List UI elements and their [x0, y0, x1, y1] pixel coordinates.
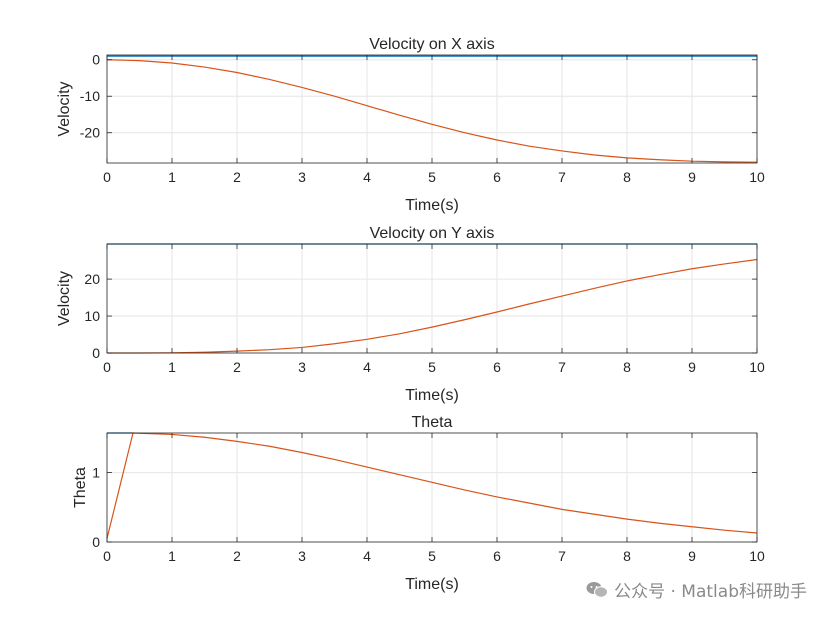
- y-tick-label: 0: [92, 52, 100, 68]
- x-tick-label: 0: [103, 548, 111, 564]
- series-line-2: [106, 59, 758, 163]
- y-tick-label: 0: [92, 345, 100, 361]
- x-tick-label: 4: [363, 169, 371, 185]
- x-tick-label: 4: [363, 359, 371, 375]
- x-tick-label: 3: [298, 548, 306, 564]
- x-tick-label: 2: [233, 548, 241, 564]
- x-tick-label: 0: [103, 169, 111, 185]
- chart-title: Velocity on Y axis: [370, 225, 495, 242]
- x-axis-label: Time(s): [405, 387, 459, 404]
- x-tick-label: 8: [623, 169, 631, 185]
- x-tick-label: 8: [623, 548, 631, 564]
- chart-title: Velocity on X axis: [369, 36, 494, 53]
- x-tick-label: 1: [168, 359, 176, 375]
- watermark-text: 公众号 · Matlab科研助手: [614, 582, 807, 602]
- y-tick-label: -20: [80, 125, 100, 141]
- x-tick-label: 7: [558, 169, 566, 185]
- x-tick-label: 9: [688, 548, 696, 564]
- series-line-2: [106, 432, 758, 539]
- x-tick-label: 0: [103, 359, 111, 375]
- x-tick-label: 5: [428, 359, 436, 375]
- x-tick-label: 7: [558, 548, 566, 564]
- x-tick-label: 1: [168, 169, 176, 185]
- x-tick-label: 9: [688, 359, 696, 375]
- x-tick-label: 10: [749, 359, 765, 375]
- x-tick-label: 2: [233, 169, 241, 185]
- y-tick-label: 0: [92, 534, 100, 550]
- x-tick-label: 3: [298, 359, 306, 375]
- x-axis-label: Time(s): [405, 576, 459, 593]
- y-tick-label: 1: [92, 465, 100, 481]
- chart-title: Theta: [412, 414, 453, 431]
- x-tick-label: 8: [623, 359, 631, 375]
- x-tick-label: 4: [363, 548, 371, 564]
- y-tick-label: 20: [84, 271, 100, 287]
- series-line-2: [107, 258, 758, 354]
- x-tick-label: 6: [493, 548, 501, 564]
- subplot-2: 0 1 2 3 4 5 6 7 8 9 10 0 10 20 Velocity on Y axis Time(…: [56, 225, 765, 404]
- x-tick-label: 5: [428, 548, 436, 564]
- watermark: 公众号 · Matlab科研助手: [586, 577, 807, 602]
- x-tick-label: 6: [493, 359, 501, 375]
- wechat-icon: [586, 581, 609, 598]
- x-tick-label: 10: [749, 548, 765, 564]
- x-tick-label: 1: [168, 548, 176, 564]
- y-tick-label: -10: [80, 88, 100, 104]
- y-axis-label: Theta: [72, 467, 89, 508]
- subplot-1: 0 1 2 3 4 5 6 7 8 9 10 0 -10 -20 Velocity on X axis Tim…: [56, 36, 765, 214]
- x-tick-label: 7: [558, 359, 566, 375]
- x-tick-label: 3: [298, 169, 306, 185]
- x-tick-label: 6: [493, 169, 501, 185]
- x-tick-label: 2: [233, 359, 241, 375]
- x-axis-label: Time(s): [405, 197, 459, 214]
- x-tick-label: 9: [688, 169, 696, 185]
- y-axis-label: Velocity: [56, 271, 73, 326]
- y-axis-label: Velocity: [56, 81, 73, 136]
- x-tick-label: 10: [749, 169, 765, 185]
- y-tick-label: 10: [84, 308, 100, 324]
- x-tick-label: 5: [428, 169, 436, 185]
